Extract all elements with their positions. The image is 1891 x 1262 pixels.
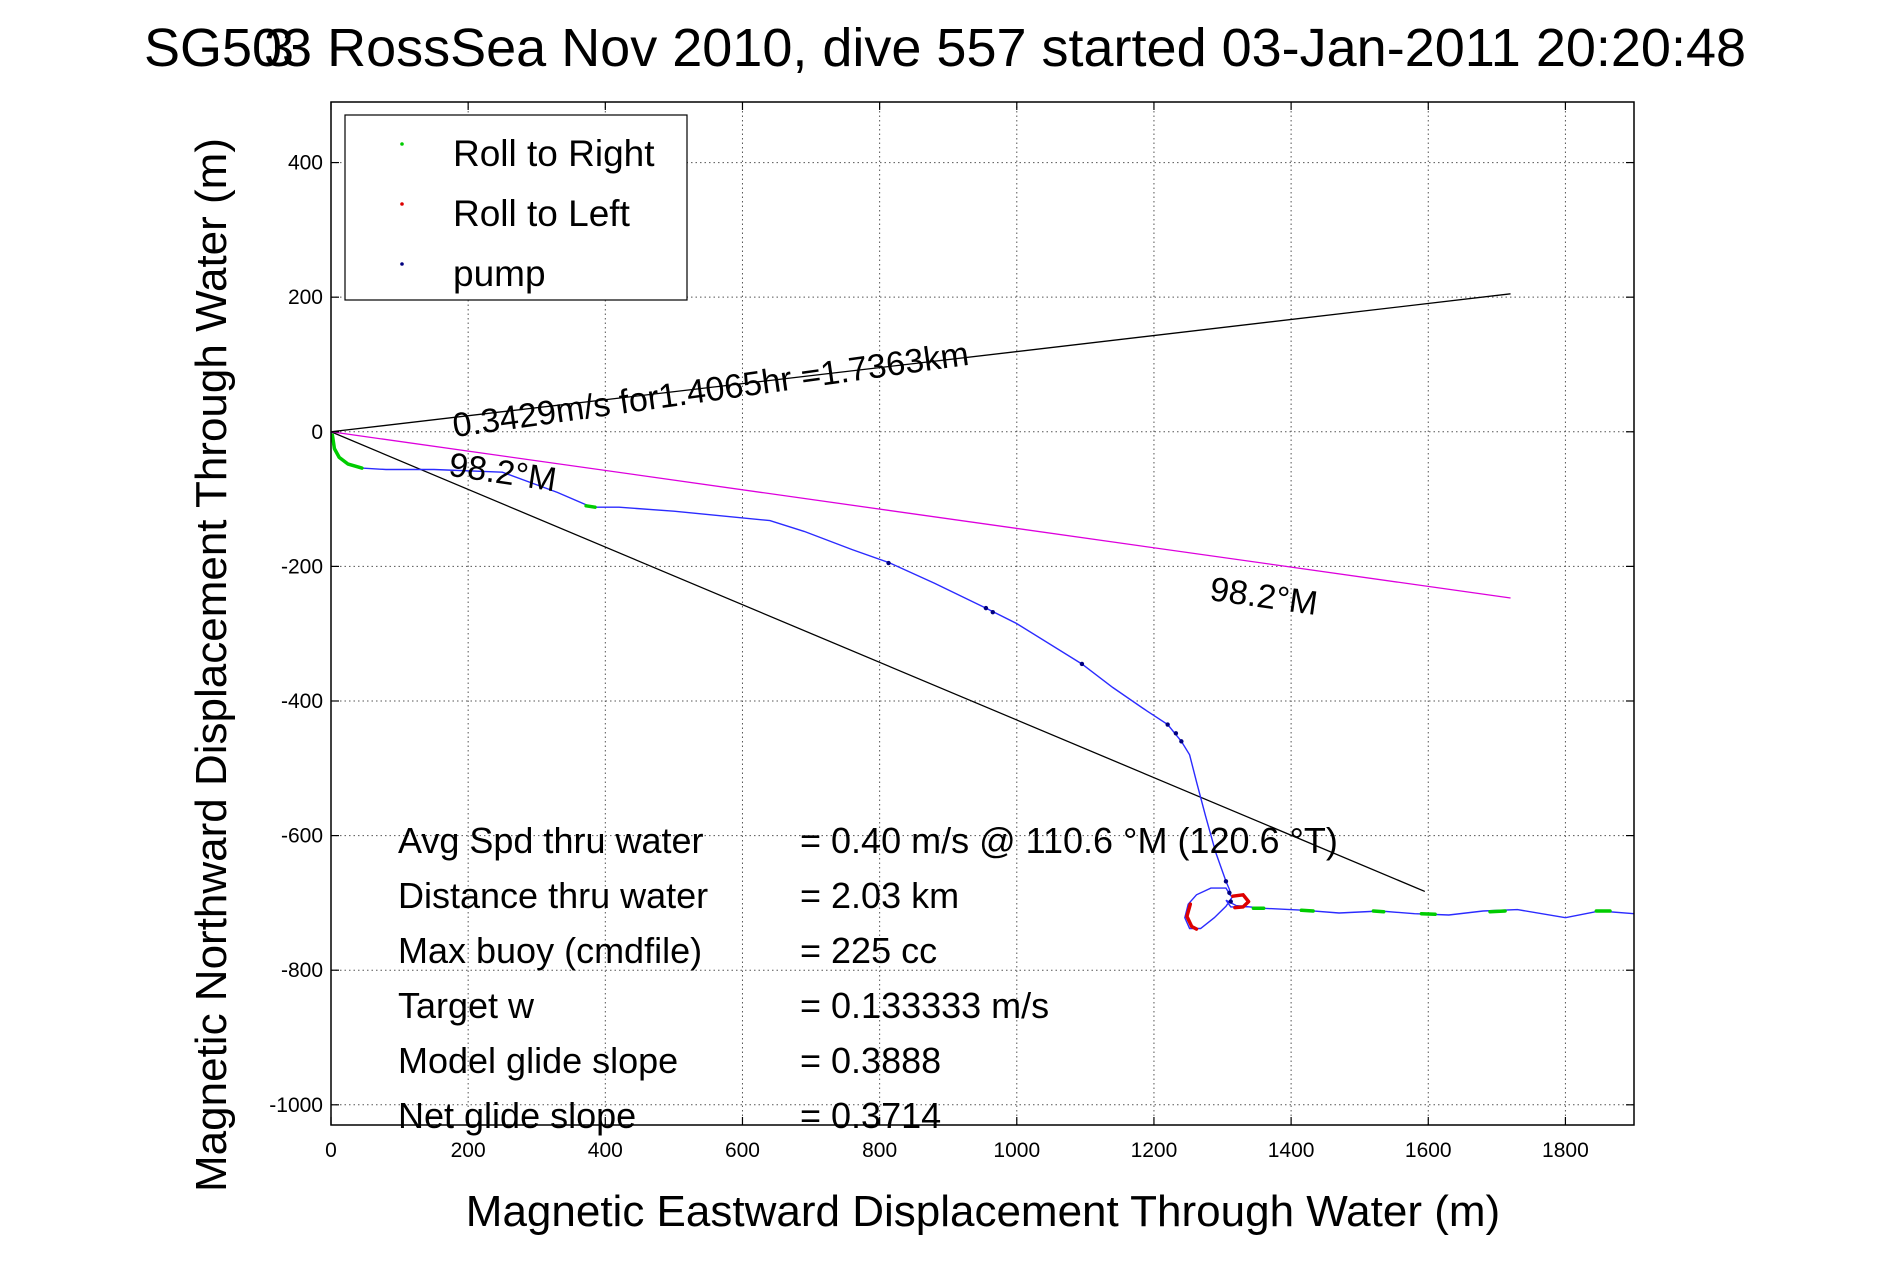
y-tick-label: -800 bbox=[281, 959, 323, 982]
stat-value: = 225 cc bbox=[800, 930, 937, 971]
stat-label: Model glide slope bbox=[398, 1040, 678, 1081]
roll-right-segment bbox=[1299, 908, 1315, 913]
stat-value: = 2.03 km bbox=[800, 875, 959, 916]
roll-left-segment bbox=[1185, 902, 1199, 931]
legend-marker bbox=[400, 262, 404, 266]
stat-label: Avg Spd thru water bbox=[398, 820, 704, 861]
pump-point bbox=[1179, 739, 1184, 744]
stat-value: = 0.133333 m/s bbox=[800, 985, 1049, 1026]
legend-label: Roll to Left bbox=[453, 193, 631, 234]
y-axis-label: Magnetic Northward Displacement Through … bbox=[187, 138, 236, 1192]
legend: Roll to Right Roll to Left pump bbox=[344, 114, 688, 301]
x-tick-label: 1400 bbox=[1268, 1139, 1315, 1162]
x-tick-label: 1600 bbox=[1405, 1139, 1452, 1162]
chart-title: SG503 RossSea Nov 2010, dive 557 started… bbox=[144, 18, 1746, 78]
roll-right-segment bbox=[1488, 909, 1507, 914]
x-tick-label: 800 bbox=[862, 1139, 897, 1162]
reference-line bbox=[330, 431, 1426, 893]
title-overlap-glyph: 3 bbox=[264, 18, 294, 78]
y-tick-label: -200 bbox=[281, 555, 323, 578]
pump-point bbox=[983, 605, 989, 611]
x-tick-label: 1000 bbox=[993, 1139, 1040, 1162]
legend-label: pump bbox=[453, 253, 546, 294]
x-tick-label: 1200 bbox=[1131, 1139, 1178, 1162]
stats-block: Avg Spd thru water = 0.40 m/s @ 110.6 °M … bbox=[398, 820, 1338, 1136]
stat-label: Net glide slope bbox=[398, 1095, 636, 1136]
y-tick-label: 400 bbox=[288, 152, 323, 175]
legend-box bbox=[344, 114, 688, 301]
pump-point bbox=[1173, 731, 1179, 736]
stat-label: Target w bbox=[398, 985, 535, 1026]
roll-right-segment bbox=[330, 433, 364, 470]
pump-point bbox=[886, 560, 891, 566]
x-tick-label: 200 bbox=[451, 1139, 486, 1162]
x-axis-label: Magnetic Eastward Displacement Through W… bbox=[466, 1187, 1500, 1236]
x-tick-label: 1800 bbox=[1542, 1139, 1589, 1162]
x-tick-label: 600 bbox=[725, 1139, 760, 1162]
roll-right-segment bbox=[1419, 911, 1437, 917]
stat-value: = 0.40 m/s @ 110.6 °M (120.6 °T) bbox=[800, 820, 1338, 861]
reference-line bbox=[330, 431, 1511, 599]
pump-point bbox=[1223, 879, 1229, 884]
y-tick-label: -1000 bbox=[269, 1094, 323, 1117]
legend-label: Roll to Right bbox=[453, 133, 655, 174]
x-tick-label: 0 bbox=[325, 1139, 337, 1162]
reference-line bbox=[330, 293, 1511, 433]
pump-point bbox=[1165, 722, 1170, 727]
y-tick-label: -400 bbox=[281, 690, 323, 713]
pump-point bbox=[1228, 899, 1233, 904]
pump-point bbox=[1227, 890, 1232, 896]
stat-label: Max buoy (cmdfile) bbox=[398, 930, 702, 971]
pump-point bbox=[990, 609, 995, 615]
y-tick-label: 200 bbox=[288, 286, 323, 309]
legend-marker bbox=[400, 202, 404, 206]
axis-ticks: 0 200 400 600 800 1000 1200 1400 1600 1800 -1000 -8… bbox=[269, 102, 1634, 1162]
stat-value: = 0.3714 bbox=[800, 1095, 941, 1136]
glider-track bbox=[330, 431, 1635, 930]
stat-value: = 0.3888 bbox=[800, 1040, 941, 1081]
axes-frame bbox=[330, 101, 1635, 1126]
x-tick-label: 400 bbox=[588, 1139, 623, 1162]
pump-point bbox=[1079, 661, 1085, 667]
track-layer bbox=[330, 431, 1635, 930]
y-tick-label: 0 bbox=[311, 421, 323, 444]
reference-lines bbox=[330, 293, 1511, 893]
roll-right-segment bbox=[584, 504, 597, 509]
marker-layer bbox=[330, 433, 1612, 931]
roll-left-segment bbox=[1231, 893, 1251, 910]
y-tick-label: -600 bbox=[281, 825, 323, 848]
stat-label: Distance thru water bbox=[398, 875, 708, 916]
roll-right-segment bbox=[1371, 909, 1386, 914]
legend-marker bbox=[400, 142, 404, 146]
